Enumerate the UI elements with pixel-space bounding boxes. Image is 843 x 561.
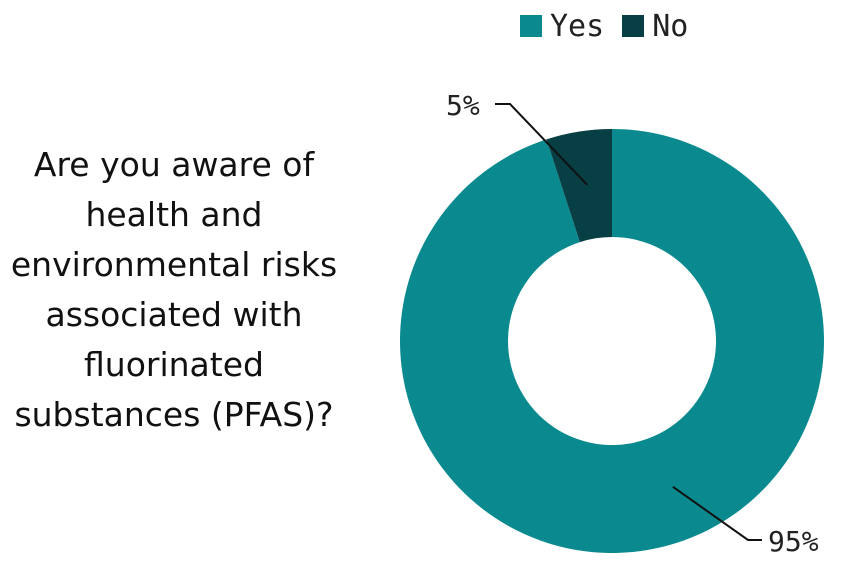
legend-item-no: No <box>622 9 688 44</box>
legend-label-no: No <box>652 8 689 44</box>
chart-legend: Yes No <box>520 6 688 46</box>
donut-slices <box>400 129 825 553</box>
legend-swatch-no <box>622 15 645 37</box>
leader-line-yes <box>672 485 762 541</box>
donut-slice-no <box>546 129 612 243</box>
leader-line-no <box>495 103 589 186</box>
donut-labels: 95% 5% <box>446 89 819 558</box>
legend-swatch-yes <box>520 15 542 37</box>
donut-slice-yes <box>400 129 825 553</box>
legend-label-yes: Yes <box>550 8 605 44</box>
data-label-yes: 95% <box>768 525 819 558</box>
survey-question: Are you aware of health and environmenta… <box>10 145 338 434</box>
data-label-no: 5% <box>446 89 480 122</box>
legend-item-yes: Yes <box>520 9 604 44</box>
